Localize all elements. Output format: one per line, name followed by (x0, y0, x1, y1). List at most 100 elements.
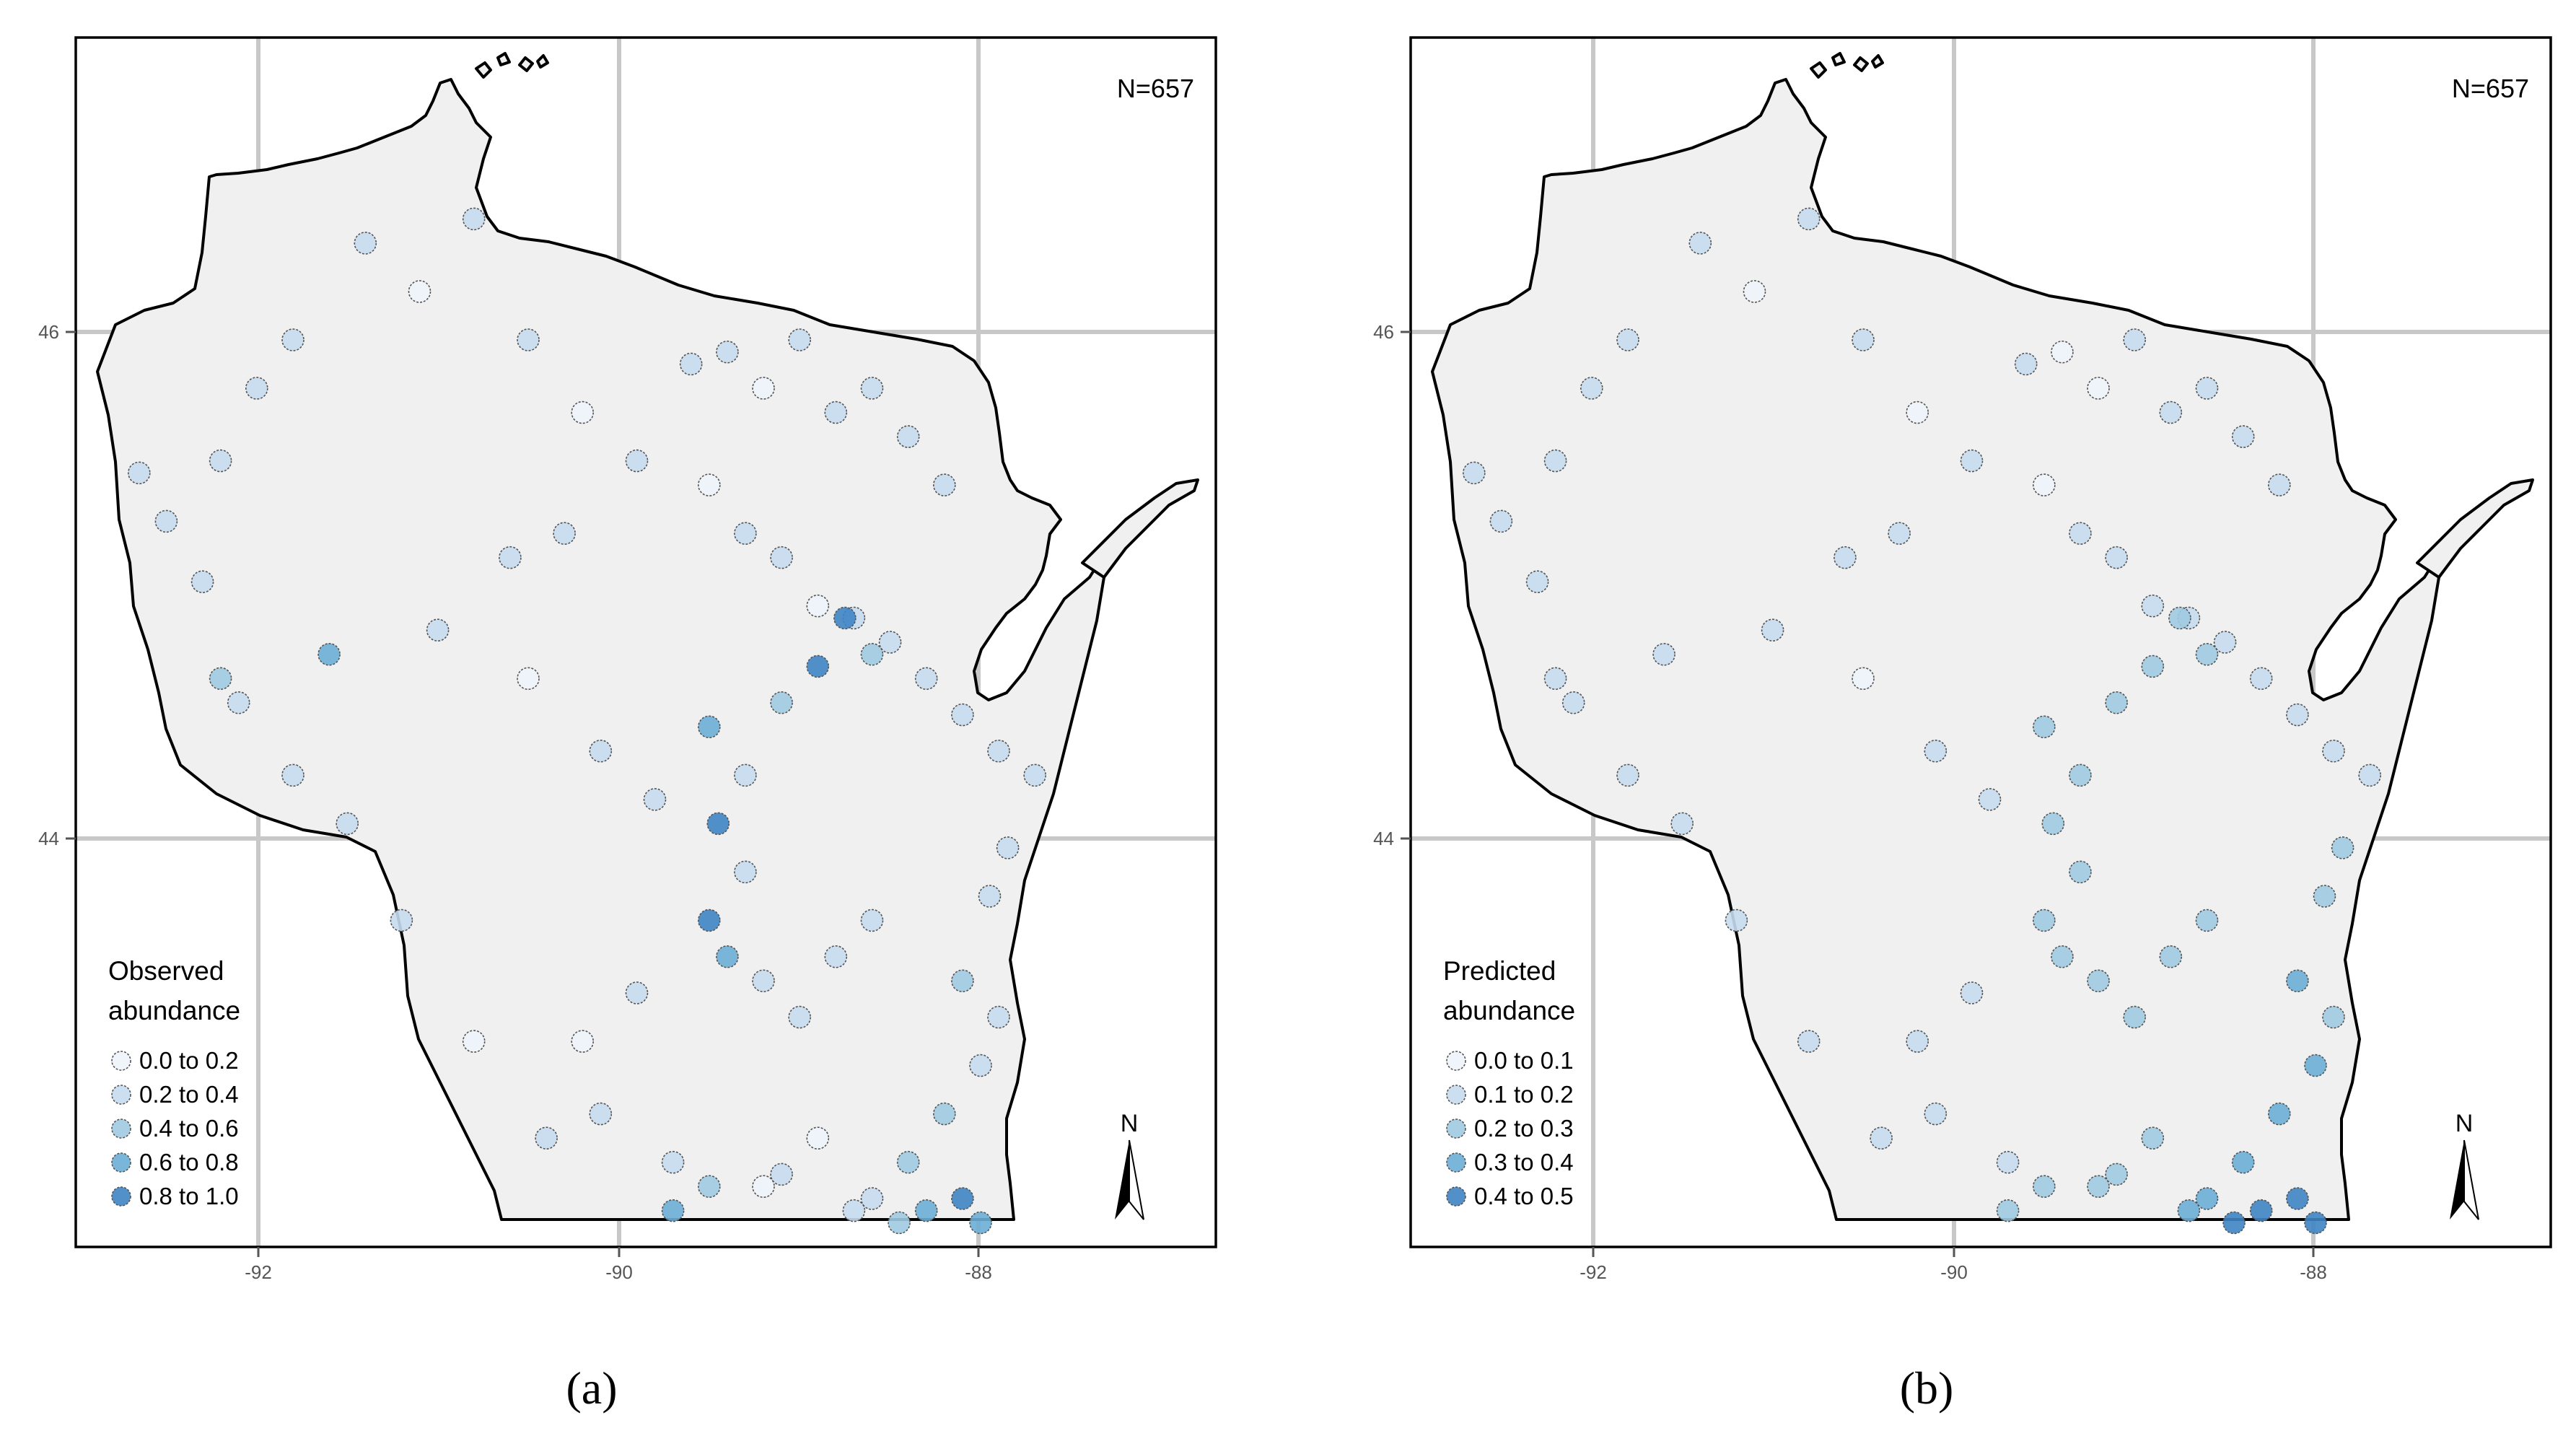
legend-swatch (111, 1051, 131, 1071)
site-point (2304, 1054, 2327, 1077)
legend-swatch (111, 1118, 131, 1139)
site-point (896, 425, 920, 448)
site-point (2286, 703, 2309, 727)
y-tick-label: 46 (38, 321, 59, 343)
site-point (589, 1102, 613, 1126)
site-point (1023, 763, 1046, 787)
site-point (969, 1054, 992, 1077)
site-point (2213, 631, 2237, 654)
site-point (888, 1211, 911, 1235)
legend-title: abundance (108, 996, 240, 1025)
site-point (317, 642, 341, 666)
site-point (2123, 1005, 2146, 1029)
map-frame (74, 36, 1217, 1248)
legend-title: abundance (1443, 996, 1575, 1025)
legend-swatch (1446, 1152, 1466, 1173)
legend-classes: 0.0 to 0.1 0.1 to 0.2 0.2 to 0.3 0.3 to 0.4… (1446, 1047, 1574, 1209)
legend-label: 0.6 to 0.8 (139, 1149, 239, 1175)
points-observed (128, 207, 1046, 1235)
panel-observed: -92 -90 -88 46 44 N=657 Observed abundan… (38, 36, 1217, 1414)
site-point (697, 473, 721, 496)
panel-label: (b) (1900, 1362, 1954, 1414)
site-point (987, 1005, 1010, 1029)
legend-label: 0.0 to 0.1 (1474, 1047, 1574, 1074)
panel-label: (a) (566, 1362, 617, 1414)
site-point (625, 449, 649, 473)
site-point (517, 328, 540, 351)
site-point (752, 969, 775, 993)
site-point (2105, 546, 2128, 569)
legend: Observed abundance 0.0 to 0.20.2 to 0.40… (108, 956, 240, 1209)
north-arrow: N (2450, 1110, 2479, 1220)
site-point (788, 1005, 811, 1029)
site-point (2069, 860, 2092, 884)
map-frame (1409, 36, 2552, 1248)
site-point (227, 691, 250, 714)
site-point (2268, 1102, 2291, 1126)
site-point (824, 945, 848, 968)
site-point (1834, 546, 1857, 569)
site-point (933, 473, 956, 496)
site-point (2331, 836, 2354, 859)
site-point (896, 1150, 920, 1174)
site-point (1852, 667, 1875, 691)
legend-label: 0.2 to 0.4 (139, 1081, 239, 1108)
x-tick-label: -90 (605, 1261, 633, 1283)
site-point (987, 740, 1010, 763)
x-tick-label: -88 (2300, 1261, 2327, 1283)
site-point (625, 981, 649, 1004)
site-point (1870, 1126, 1893, 1150)
site-point (2231, 425, 2255, 448)
site-point (462, 1030, 486, 1053)
site-point (2231, 1150, 2255, 1174)
site-point (770, 1163, 793, 1186)
site-point (390, 909, 413, 932)
site-point (1688, 232, 1712, 255)
legend-label: 0.2 to 0.3 (1474, 1115, 1574, 1142)
site-point (1797, 207, 1821, 231)
site-point (2168, 606, 2191, 630)
site-point (2177, 1199, 2201, 1222)
site-point (716, 340, 739, 364)
site-point (2069, 763, 2092, 787)
site-point (1543, 667, 1567, 691)
site-point (2014, 352, 2038, 376)
site-point (788, 328, 811, 351)
x-tick-label: -92 (1580, 1261, 1607, 1283)
site-point (2123, 328, 2146, 351)
apostle-islands (475, 52, 549, 79)
site-point (2322, 1005, 2345, 1029)
site-point (978, 885, 1002, 908)
site-point (969, 1211, 992, 1235)
site-point (426, 618, 450, 642)
site-point (2141, 1126, 2165, 1150)
door-peninsula (1081, 478, 1199, 579)
north-label: N (1121, 1110, 1139, 1137)
site-point (951, 1187, 974, 1210)
site-point (643, 788, 667, 811)
site-point (2051, 340, 2074, 364)
y-tick-label: 44 (38, 828, 59, 849)
site-point (2069, 522, 2092, 546)
site-point (245, 377, 268, 400)
legend-label: 0.4 to 0.5 (1474, 1183, 1574, 1209)
site-point (1996, 1150, 2020, 1174)
site-point (190, 570, 214, 594)
site-point (2195, 377, 2219, 400)
legend-label: 0.4 to 0.6 (139, 1115, 239, 1142)
site-point (517, 667, 540, 691)
x-tick-label: -90 (1940, 1261, 1968, 1283)
site-point (2032, 715, 2056, 739)
y-axis-ticks: 46 44 (38, 321, 76, 849)
site-point (2141, 594, 2165, 618)
site-point (209, 449, 232, 473)
x-tick-label: -92 (245, 1261, 272, 1283)
x-axis-ticks: -92 -90 -88 (245, 1247, 992, 1283)
site-point (2041, 812, 2065, 836)
north-label: N (2455, 1110, 2474, 1137)
site-point (2051, 945, 2074, 968)
site-point (2032, 909, 2056, 932)
site-point (706, 812, 730, 836)
site-point (1561, 691, 1585, 714)
